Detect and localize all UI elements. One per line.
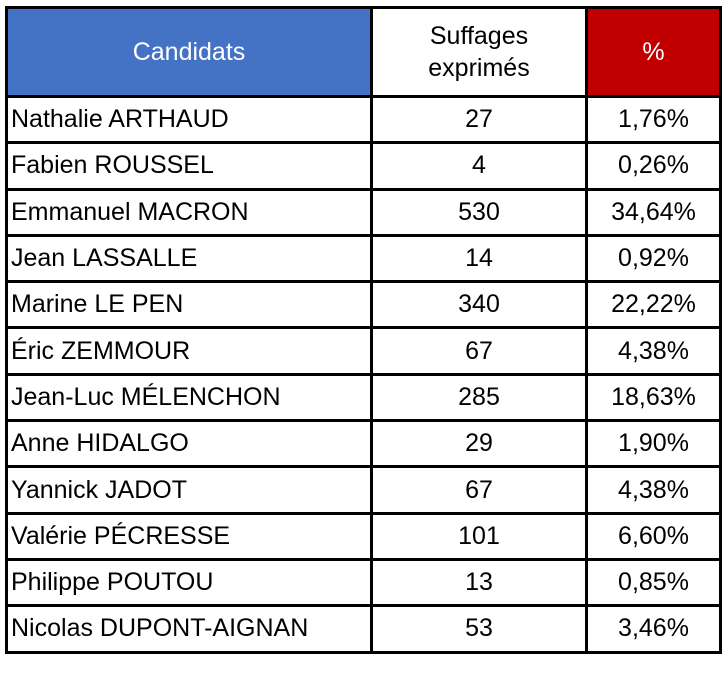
table-cell: 67 bbox=[370, 326, 588, 376]
table-cell: 22,22% bbox=[585, 280, 722, 330]
table-cell: Nicolas DUPONT-AIGNAN bbox=[5, 604, 373, 654]
table-cell: Jean LASSALLE bbox=[5, 233, 373, 284]
table-row: Yannick JADOT 67 4,38% bbox=[5, 465, 722, 515]
table-cell: Nathalie ARTHAUD bbox=[5, 94, 373, 145]
table-row: Jean LASSALLE 14 0,92% bbox=[5, 233, 722, 284]
table-cell: 14 bbox=[370, 233, 588, 284]
table-cell: Yannick JADOT bbox=[5, 465, 373, 515]
table-cell: Emmanuel MACRON bbox=[5, 187, 373, 237]
table-cell: 67 bbox=[370, 465, 588, 515]
header-cell: Candidats bbox=[5, 6, 373, 98]
table-cell: 285 bbox=[370, 372, 588, 423]
table-cell: Éric ZEMMOUR bbox=[5, 326, 373, 376]
table-cell: 1,76% bbox=[585, 94, 722, 145]
table-cell: 101 bbox=[370, 511, 588, 561]
results-table: Candidats Suffages exprimés% Nathalie ART… bbox=[5, 6, 722, 654]
table-row: Nicolas DUPONT-AIGNAN 53 3,46% bbox=[5, 604, 722, 654]
table-body: Nathalie ARTHAUD 27 1,76% Fabien ROUSSEL 4 0,… bbox=[5, 94, 722, 654]
table-cell: 53 bbox=[370, 604, 588, 654]
table-cell: Fabien ROUSSEL bbox=[5, 141, 373, 191]
table-cell: 6,60% bbox=[585, 511, 722, 561]
table-cell: 4,38% bbox=[585, 465, 722, 515]
table-row: Valérie PÉCRESSE 101 6,60% bbox=[5, 511, 722, 561]
table-cell: 29 bbox=[370, 419, 588, 469]
table-cell: Anne HIDALGO bbox=[5, 419, 373, 469]
table-cell: Jean-Luc MÉLENCHON bbox=[5, 372, 373, 423]
table-cell: 3,46% bbox=[585, 604, 722, 654]
table-cell: 4,38% bbox=[585, 326, 722, 376]
table-cell: 4 bbox=[370, 141, 588, 191]
table-cell: 18,63% bbox=[585, 372, 722, 423]
table-cell: 1,90% bbox=[585, 419, 722, 469]
table-cell: 34,64% bbox=[585, 187, 722, 237]
table-cell: 27 bbox=[370, 94, 588, 145]
header-row: Candidats Suffages exprimés% bbox=[5, 6, 722, 98]
table-cell: 530 bbox=[370, 187, 588, 237]
table-row: Fabien ROUSSEL 4 0,26% bbox=[5, 141, 722, 191]
table-row: Jean-Luc MÉLENCHON 285 18,63% bbox=[5, 372, 722, 423]
table-cell: 0,85% bbox=[585, 557, 722, 608]
table-cell: 13 bbox=[370, 557, 588, 608]
table-row: Anne HIDALGO 29 1,90% bbox=[5, 419, 722, 469]
table-cell: 0,26% bbox=[585, 141, 722, 191]
table-row: Éric ZEMMOUR 67 4,38% bbox=[5, 326, 722, 376]
table-row: Emmanuel MACRON 530 34,64% bbox=[5, 187, 722, 237]
table-row: Marine LE PEN 340 22,22% bbox=[5, 280, 722, 330]
table-header: Candidats Suffages exprimés% bbox=[5, 6, 722, 98]
table-row: Philippe POUTOU 13 0,85% bbox=[5, 557, 722, 608]
header-cell: Suffages exprimés bbox=[370, 6, 588, 98]
table-cell: 0,92% bbox=[585, 233, 722, 284]
table-cell: Marine LE PEN bbox=[5, 280, 373, 330]
table-cell: Valérie PÉCRESSE bbox=[5, 511, 373, 561]
table-row: Nathalie ARTHAUD 27 1,76% bbox=[5, 94, 722, 145]
table-cell: 340 bbox=[370, 280, 588, 330]
table-cell: Philippe POUTOU bbox=[5, 557, 373, 608]
header-cell: % bbox=[585, 6, 722, 98]
